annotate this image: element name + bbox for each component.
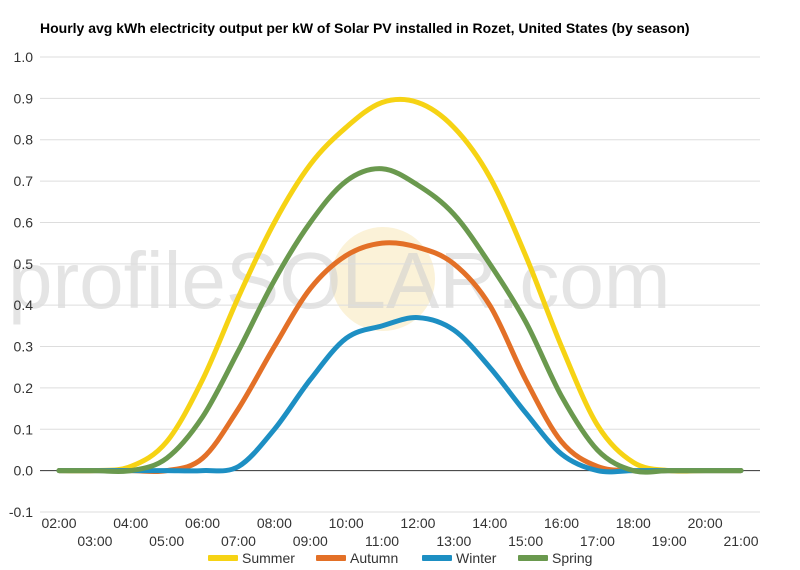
legend-swatch bbox=[518, 555, 548, 561]
x-tick-label: 03:00 bbox=[77, 533, 112, 549]
legend-label: Summer bbox=[242, 550, 295, 566]
y-axis: -0.1 0.0 0.1 0.2 0.3 0.4 0.5 0.6 0.7 0.8 0.9 1.0 bbox=[9, 49, 33, 520]
y-tick-label: 0.9 bbox=[14, 90, 34, 106]
x-tick-label: 17:00 bbox=[580, 533, 615, 549]
legend-label: Spring bbox=[552, 550, 592, 566]
y-tick-label: 0.3 bbox=[14, 339, 34, 355]
x-tick-label: 18:00 bbox=[616, 515, 651, 531]
x-tick-label: 10:00 bbox=[329, 515, 364, 531]
y-tick-label: -0.1 bbox=[9, 504, 33, 520]
x-tick-label: 16:00 bbox=[544, 515, 579, 531]
x-tick-label: 15:00 bbox=[508, 533, 543, 549]
legend-item-autumn[interactable]: Autumn bbox=[316, 550, 398, 566]
x-tick-label: 06:00 bbox=[185, 515, 220, 531]
x-tick-label: 14:00 bbox=[472, 515, 507, 531]
x-tick-label: 08:00 bbox=[257, 515, 292, 531]
legend-swatch bbox=[316, 555, 346, 561]
x-tick-label: 09:00 bbox=[293, 533, 328, 549]
x-tick-label: 19:00 bbox=[652, 533, 687, 549]
x-tick-label: 07:00 bbox=[221, 533, 256, 549]
y-tick-label: 1.0 bbox=[14, 49, 34, 65]
y-tick-label: 0.2 bbox=[14, 380, 34, 396]
watermark: profileSOLAR.com bbox=[8, 227, 670, 331]
legend-swatch bbox=[208, 555, 238, 561]
legend-swatch bbox=[422, 555, 452, 561]
x-tick-label: 02:00 bbox=[41, 515, 76, 531]
x-axis: 02:00 04:00 06:00 08:00 10:00 12:00 14:00 16:00… bbox=[41, 515, 758, 549]
legend-label: Autumn bbox=[350, 550, 398, 566]
grid bbox=[40, 56, 760, 513]
x-tick-label: 04:00 bbox=[113, 515, 148, 531]
chart-title: Hourly avg kWh electricity output per kW… bbox=[40, 20, 690, 36]
series-lines bbox=[56, 96, 744, 475]
y-tick-label: 0.7 bbox=[14, 173, 34, 189]
x-tick-label: 20:00 bbox=[688, 515, 723, 531]
y-tick-label: 0.8 bbox=[14, 132, 34, 148]
legend-item-spring[interactable]: Spring bbox=[518, 550, 592, 566]
x-tick-label: 13:00 bbox=[436, 533, 471, 549]
watermark-text: profileSOLAR.com bbox=[8, 236, 670, 325]
x-tick-label: 21:00 bbox=[723, 533, 758, 549]
y-tick-label: 0.0 bbox=[14, 463, 34, 479]
y-tick-label: 0.5 bbox=[14, 256, 34, 272]
x-tick-label: 12:00 bbox=[400, 515, 435, 531]
y-tick-label: 0.6 bbox=[14, 214, 34, 230]
x-tick-label: 11:00 bbox=[365, 533, 399, 549]
legend-item-winter[interactable]: Winter bbox=[422, 550, 497, 566]
legend-item-summer[interactable]: Summer bbox=[208, 550, 295, 566]
legend-label: Winter bbox=[456, 550, 497, 566]
legend: Summer Autumn Winter Spring bbox=[208, 550, 592, 566]
y-tick-label: 0.4 bbox=[14, 297, 34, 313]
y-tick-label: 0.1 bbox=[14, 421, 34, 437]
series-line-spring bbox=[56, 166, 744, 475]
x-tick-label: 05:00 bbox=[149, 533, 184, 549]
series-line-summer bbox=[56, 96, 744, 474]
